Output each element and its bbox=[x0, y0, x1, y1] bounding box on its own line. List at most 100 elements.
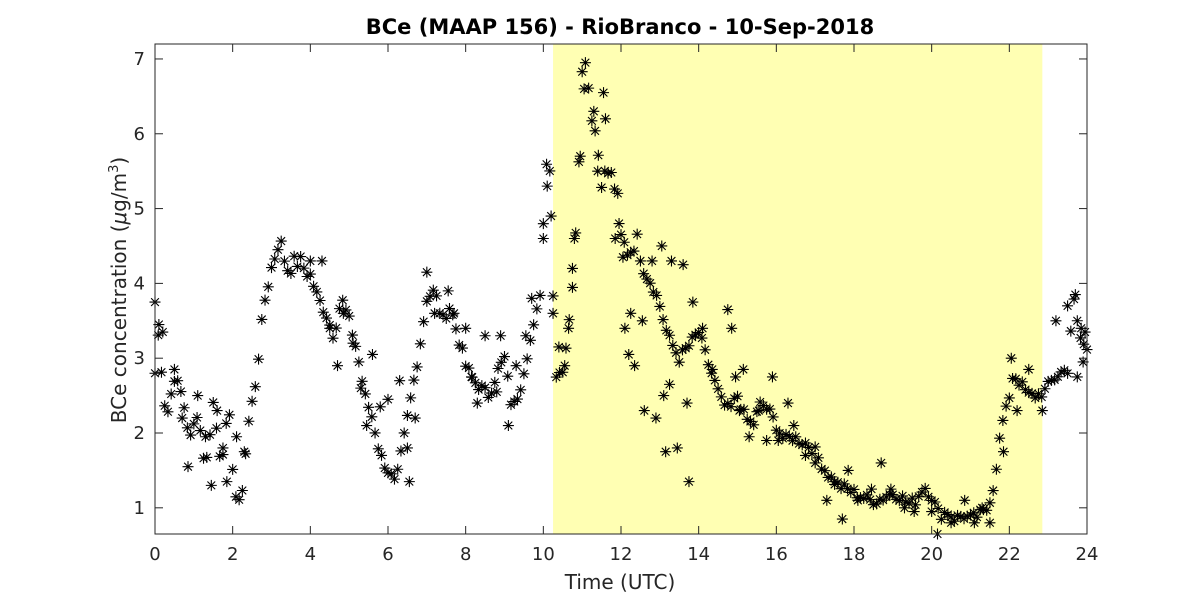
data-point-marker bbox=[806, 448, 818, 460]
data-point-marker bbox=[223, 409, 235, 421]
data-point-marker bbox=[414, 338, 426, 350]
data-point-marker bbox=[317, 306, 329, 318]
data-point-marker bbox=[518, 368, 530, 380]
data-point-marker bbox=[835, 483, 847, 495]
data-point-marker bbox=[998, 446, 1010, 458]
data-point-marker bbox=[687, 296, 699, 308]
data-point-marker bbox=[631, 228, 643, 240]
data-point-marker bbox=[221, 476, 233, 488]
data-point-marker bbox=[157, 326, 169, 338]
data-point-marker bbox=[803, 441, 815, 453]
data-point-marker bbox=[709, 374, 721, 386]
x-tick-label: 4 bbox=[305, 544, 316, 565]
y-tick-label: 6 bbox=[134, 124, 145, 145]
data-point-marker bbox=[615, 229, 627, 241]
data-point-marker bbox=[563, 314, 575, 326]
data-point-marker bbox=[1075, 332, 1087, 344]
data-point-marker bbox=[409, 412, 421, 424]
data-point-marker bbox=[499, 351, 510, 363]
data-point-marker bbox=[864, 494, 876, 506]
data-point-marker bbox=[491, 386, 503, 398]
data-point-marker bbox=[625, 307, 637, 319]
data-point-marker bbox=[623, 348, 635, 360]
data-point-marker bbox=[1023, 387, 1035, 399]
data-point-marker bbox=[316, 255, 328, 267]
data-point-marker bbox=[636, 315, 648, 327]
data-point-marker bbox=[366, 411, 378, 423]
data-point-marker bbox=[715, 391, 727, 403]
data-point-marker bbox=[782, 397, 794, 409]
data-point-marker bbox=[566, 262, 578, 274]
data-point-marker bbox=[541, 158, 553, 170]
data-point-marker bbox=[783, 430, 795, 442]
data-point-marker bbox=[945, 517, 957, 529]
data-point-marker bbox=[997, 414, 1009, 426]
data-point-marker bbox=[1011, 405, 1023, 417]
data-point-marker bbox=[681, 397, 693, 409]
data-point-marker bbox=[181, 422, 193, 434]
data-point-marker bbox=[502, 370, 514, 382]
data-point-marker bbox=[875, 457, 887, 469]
data-point-marker bbox=[748, 419, 760, 431]
data-point-marker bbox=[706, 367, 718, 379]
data-point-marker bbox=[1023, 363, 1035, 375]
data-point-marker bbox=[524, 334, 536, 346]
data-point-marker bbox=[427, 284, 439, 296]
data-point-marker bbox=[528, 319, 540, 331]
data-point-marker bbox=[618, 236, 630, 248]
data-point-marker bbox=[332, 360, 344, 372]
y-axis-label-prefix: BCe concentration ( bbox=[107, 225, 131, 424]
data-point-marker bbox=[696, 332, 708, 344]
data-point-marker bbox=[790, 431, 802, 443]
data-point-marker bbox=[670, 347, 682, 359]
data-point-marker bbox=[1055, 366, 1067, 378]
data-point-marker bbox=[165, 388, 177, 400]
data-point-marker bbox=[304, 268, 316, 280]
data-point-marker bbox=[1010, 373, 1022, 385]
data-point-marker bbox=[510, 360, 522, 372]
data-point-marker bbox=[559, 360, 571, 372]
data-point-marker bbox=[906, 492, 918, 504]
data-point-marker bbox=[898, 502, 910, 514]
data-point-marker bbox=[492, 362, 504, 374]
data-point-marker bbox=[256, 313, 268, 325]
data-point-marker bbox=[609, 183, 621, 195]
data-point-marker bbox=[489, 376, 501, 388]
data-point-marker bbox=[401, 442, 413, 454]
data-point-marker bbox=[908, 506, 920, 518]
data-point-marker bbox=[217, 449, 229, 461]
data-point-marker bbox=[176, 412, 188, 424]
data-point-marker bbox=[664, 329, 676, 341]
data-point-marker bbox=[867, 499, 879, 511]
x-tick-label: 14 bbox=[687, 544, 710, 565]
data-point-marker bbox=[159, 400, 171, 412]
data-point-marker bbox=[502, 420, 514, 432]
data-point-marker bbox=[865, 483, 877, 495]
data-point-marker bbox=[553, 341, 565, 353]
x-tick-label: 8 bbox=[460, 544, 471, 565]
data-point-marker bbox=[664, 378, 676, 390]
data-point-marker bbox=[495, 330, 507, 342]
data-point-marker bbox=[162, 406, 174, 418]
data-point-marker bbox=[311, 286, 323, 298]
data-point-marker bbox=[583, 82, 595, 94]
data-point-marker bbox=[1071, 315, 1083, 327]
data-point-marker bbox=[570, 227, 582, 239]
x-tick-label: 16 bbox=[765, 544, 788, 565]
data-point-marker bbox=[214, 450, 226, 462]
data-point-marker bbox=[534, 289, 546, 301]
data-point-marker bbox=[629, 360, 641, 372]
data-point-marker bbox=[965, 509, 976, 521]
data-point-marker bbox=[838, 478, 850, 490]
data-point-marker bbox=[887, 489, 899, 501]
data-point-marker bbox=[175, 386, 187, 398]
data-point-marker bbox=[1052, 371, 1064, 383]
x-tick-label: 20 bbox=[920, 544, 943, 565]
data-point-marker bbox=[939, 506, 951, 518]
data-point-marker bbox=[520, 330, 532, 342]
data-point-marker bbox=[236, 485, 248, 496]
data-point-marker bbox=[948, 515, 960, 527]
data-point-marker bbox=[288, 250, 300, 262]
data-point-marker bbox=[291, 260, 303, 272]
data-point-marker bbox=[1069, 289, 1081, 301]
